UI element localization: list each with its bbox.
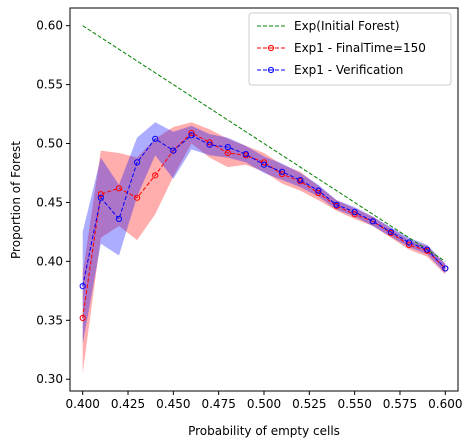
y-tick-label: 0.50 [36,137,63,151]
point-series-1-13 [315,189,322,197]
point-series-2-0 [79,283,86,290]
x-axis-label: Probability of empty cells [188,424,340,438]
x-tick-label: 0.425 [111,397,145,411]
point-series-2-2 [115,215,123,223]
y-tick-label: 0.30 [36,372,63,386]
point-series-1-15 [351,211,358,218]
line-series-0 [82,25,446,262]
x-tick-label: 0.475 [201,397,235,411]
x-tick-label: 0.575 [383,397,417,411]
point-series-2-3 [133,159,141,166]
point-series-1-7 [206,139,213,146]
point-series-2-19 [424,246,431,253]
point-series-1-6 [188,129,195,137]
point-series-1-8 [224,149,231,157]
point-series-1-11 [279,171,286,178]
legend-label-1: Exp1 - FinalTime=150 [294,41,426,55]
point-series-2-5 [170,147,177,154]
legend-marker-1 [267,44,275,52]
point-series-2-15 [351,208,358,215]
point-series-2-8 [224,143,231,151]
x-tick-label: 0.525 [292,397,326,411]
point-series-1-18 [405,241,413,248]
x-tick-label: 0.400 [66,397,100,411]
y-axis-ticks: 0.30 0.35 0.40 0.45 0.50 0.55 0.60 [36,19,70,386]
point-series-2-7 [206,141,213,148]
x-tick-label: 0.500 [247,397,281,411]
point-series-2-6 [188,132,195,139]
y-axis-label: Proportion of Forest [9,141,23,259]
point-series-2-4 [152,135,159,142]
point-series-2-11 [279,168,286,175]
legend-label-0: Exp(Initial Forest) [294,19,400,33]
point-series-1-2 [115,185,123,192]
point-series-2-17 [387,228,395,236]
point-series-1-4 [152,172,159,179]
point-series-2-13 [315,187,322,194]
y-tick-label: 0.60 [36,19,63,33]
legend-label-2: Exp1 - Verification [294,63,403,77]
legend-box [248,12,452,86]
point-series-2-20 [442,265,449,272]
x-tick-label: 0.600 [428,397,462,411]
legend: Exp(Initial Forest) Exp1 - FinalTime=150 E… [248,12,452,86]
point-series-2-10 [260,161,268,168]
point-series-2-12 [297,176,304,184]
y-tick-label: 0.35 [36,313,63,327]
point-series-2-1 [97,194,104,201]
point-series-1-3 [133,194,141,201]
band-series-2 [82,122,446,344]
legend-marker-2 [267,66,275,74]
point-series-2-14 [333,201,340,208]
series-markers [79,129,449,322]
point-series-2-9 [242,151,249,158]
y-tick-label: 0.45 [36,195,63,209]
y-tick-label: 0.40 [36,254,63,268]
y-tick-label: 0.55 [36,78,63,92]
point-series-1-10 [260,159,268,166]
confidence-bands [82,122,446,374]
x-tick-label: 0.550 [337,397,371,411]
point-series-2-18 [405,239,413,246]
x-tick-label: 0.450 [156,397,190,411]
point-series-2-16 [369,218,376,225]
point-series-1-1 [97,191,104,198]
x-axis-ticks: 0.400 0.425 0.450 0.475 0.500 0.525 0.550 0.575… [66,391,462,411]
point-series-1-0 [79,314,86,322]
line-series-1 [82,132,446,319]
